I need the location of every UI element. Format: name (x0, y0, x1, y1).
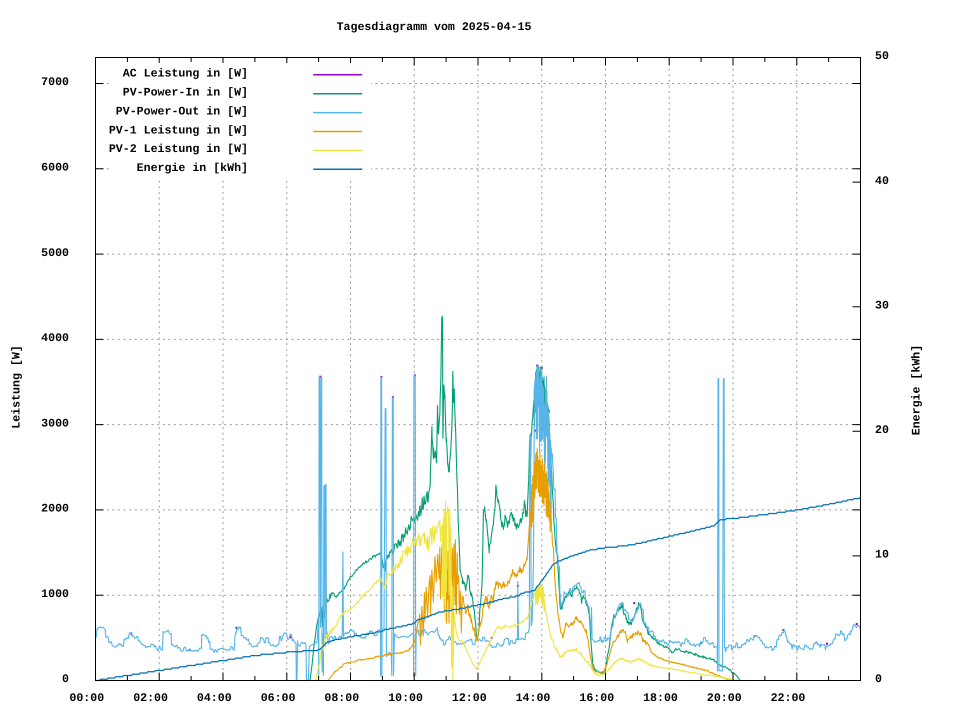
svg-text:Tagesdiagramm vom 2025-04-15: Tagesdiagramm vom 2025-04-15 (337, 21, 532, 34)
svg-text:Energie [kWh]: Energie [kWh] (911, 345, 924, 435)
svg-text:0: 0 (875, 673, 882, 686)
svg-text:30: 30 (875, 299, 889, 312)
svg-text:50: 50 (875, 50, 889, 63)
svg-text:5000: 5000 (41, 247, 69, 260)
svg-text:16:00: 16:00 (579, 692, 614, 705)
svg-text:1000: 1000 (41, 588, 69, 601)
svg-text:10:00: 10:00 (388, 692, 423, 705)
svg-text:0: 0 (62, 673, 69, 686)
svg-text:6000: 6000 (41, 162, 69, 175)
svg-text:7000: 7000 (41, 76, 69, 89)
svg-text:08:00: 08:00 (324, 692, 359, 705)
svg-text:18:00: 18:00 (643, 692, 678, 705)
svg-text:14:00: 14:00 (516, 692, 551, 705)
svg-text:AC Leistung in [W]: AC Leistung in [W] (123, 68, 248, 81)
svg-text:Leistung [W]: Leistung [W] (11, 345, 24, 429)
svg-text:06:00: 06:00 (261, 692, 296, 705)
svg-text:PV-1 Leistung in [W]: PV-1 Leistung in [W] (109, 124, 248, 137)
svg-text:PV-Power-In in [W]: PV-Power-In in [W] (123, 87, 248, 100)
svg-text:PV-Power-Out in [W]: PV-Power-Out in [W] (116, 105, 248, 118)
svg-text:20: 20 (875, 424, 889, 437)
svg-text:PV-2 Leistung in [W]: PV-2 Leistung in [W] (109, 143, 248, 156)
svg-text:Energie in [kWh]: Energie in [kWh] (137, 162, 248, 175)
svg-text:4000: 4000 (41, 332, 69, 345)
svg-text:04:00: 04:00 (197, 692, 232, 705)
svg-text:22:00: 22:00 (771, 692, 806, 705)
svg-text:02:00: 02:00 (133, 692, 168, 705)
svg-text:2000: 2000 (41, 503, 69, 516)
svg-text:40: 40 (875, 175, 889, 188)
svg-text:12:00: 12:00 (452, 692, 487, 705)
svg-text:00:00: 00:00 (69, 692, 104, 705)
svg-text:20:00: 20:00 (707, 692, 742, 705)
svg-text:10: 10 (875, 549, 889, 562)
svg-text:3000: 3000 (41, 417, 69, 430)
